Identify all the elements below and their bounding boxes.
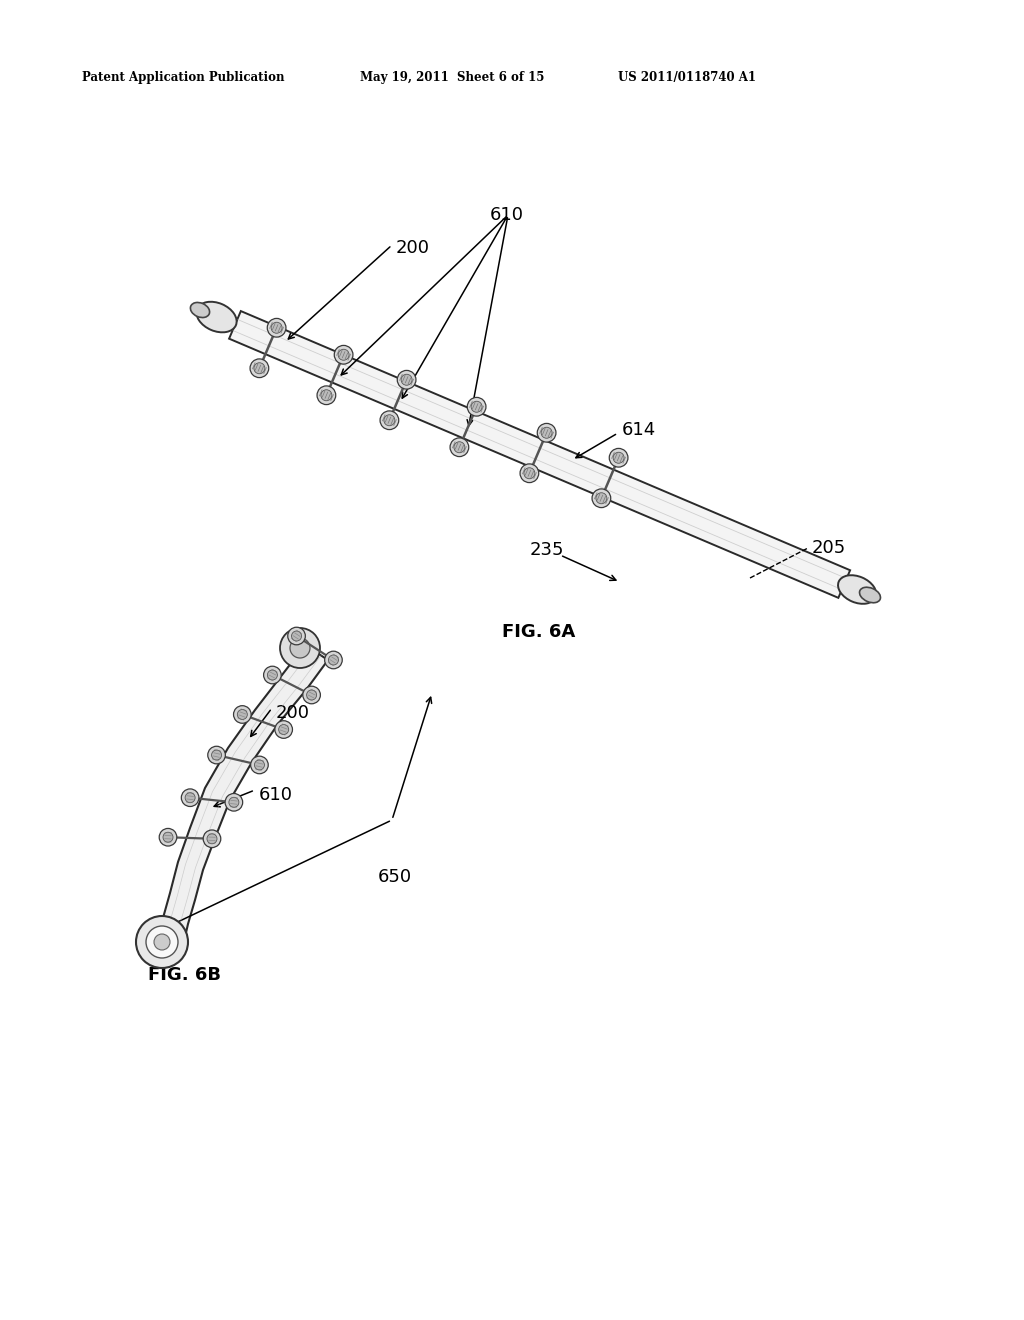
- Circle shape: [229, 797, 239, 808]
- Circle shape: [450, 438, 469, 457]
- Polygon shape: [158, 645, 328, 946]
- Circle shape: [250, 359, 268, 378]
- Circle shape: [303, 686, 321, 704]
- Text: Patent Application Publication: Patent Application Publication: [82, 71, 285, 84]
- Circle shape: [613, 453, 624, 463]
- Circle shape: [233, 706, 251, 723]
- Circle shape: [267, 671, 278, 680]
- Circle shape: [467, 397, 486, 416]
- Circle shape: [609, 449, 628, 467]
- Circle shape: [159, 829, 177, 846]
- Circle shape: [212, 750, 221, 760]
- Circle shape: [334, 346, 353, 364]
- Text: FIG. 6B: FIG. 6B: [148, 966, 221, 983]
- Circle shape: [290, 638, 310, 657]
- Circle shape: [208, 746, 225, 764]
- Circle shape: [279, 725, 289, 734]
- Text: 200: 200: [396, 239, 430, 257]
- Polygon shape: [229, 312, 850, 598]
- Text: 610: 610: [259, 785, 293, 804]
- Circle shape: [397, 371, 416, 389]
- Circle shape: [596, 492, 607, 504]
- Circle shape: [181, 789, 199, 807]
- Circle shape: [380, 411, 398, 429]
- Circle shape: [263, 667, 282, 684]
- Circle shape: [203, 830, 221, 847]
- Text: 610: 610: [490, 206, 524, 224]
- Circle shape: [325, 651, 342, 669]
- Ellipse shape: [190, 302, 210, 318]
- Text: 614: 614: [622, 421, 656, 440]
- Circle shape: [471, 401, 482, 412]
- Circle shape: [524, 467, 535, 479]
- Circle shape: [317, 385, 336, 405]
- Ellipse shape: [197, 302, 237, 333]
- Circle shape: [520, 463, 539, 483]
- Circle shape: [541, 428, 552, 438]
- Circle shape: [207, 834, 217, 843]
- Circle shape: [592, 488, 610, 508]
- Circle shape: [538, 424, 556, 442]
- Circle shape: [274, 721, 293, 738]
- Circle shape: [163, 832, 173, 842]
- Ellipse shape: [838, 576, 877, 603]
- Circle shape: [306, 690, 316, 700]
- Text: 205: 205: [812, 539, 846, 557]
- Circle shape: [136, 916, 188, 968]
- Circle shape: [280, 628, 319, 668]
- Circle shape: [288, 627, 305, 644]
- Circle shape: [185, 793, 196, 803]
- Text: 200: 200: [276, 704, 310, 722]
- Circle shape: [154, 935, 170, 950]
- Text: FIG. 6A: FIG. 6A: [502, 623, 575, 642]
- Circle shape: [454, 442, 465, 453]
- Ellipse shape: [859, 587, 881, 603]
- Circle shape: [254, 363, 265, 374]
- Circle shape: [225, 793, 243, 810]
- Circle shape: [238, 709, 248, 719]
- Circle shape: [292, 631, 301, 642]
- Text: 235: 235: [530, 541, 564, 558]
- Text: May 19, 2011  Sheet 6 of 15: May 19, 2011 Sheet 6 of 15: [360, 71, 545, 84]
- Text: 650: 650: [378, 869, 412, 886]
- Circle shape: [338, 350, 349, 360]
- Circle shape: [267, 318, 286, 337]
- Text: US 2011/0118740 A1: US 2011/0118740 A1: [618, 71, 756, 84]
- Circle shape: [251, 756, 268, 774]
- Circle shape: [384, 414, 395, 426]
- Circle shape: [271, 322, 282, 333]
- Circle shape: [254, 760, 264, 770]
- Circle shape: [329, 655, 339, 665]
- Circle shape: [321, 389, 332, 401]
- Circle shape: [401, 375, 412, 385]
- Circle shape: [146, 927, 178, 958]
